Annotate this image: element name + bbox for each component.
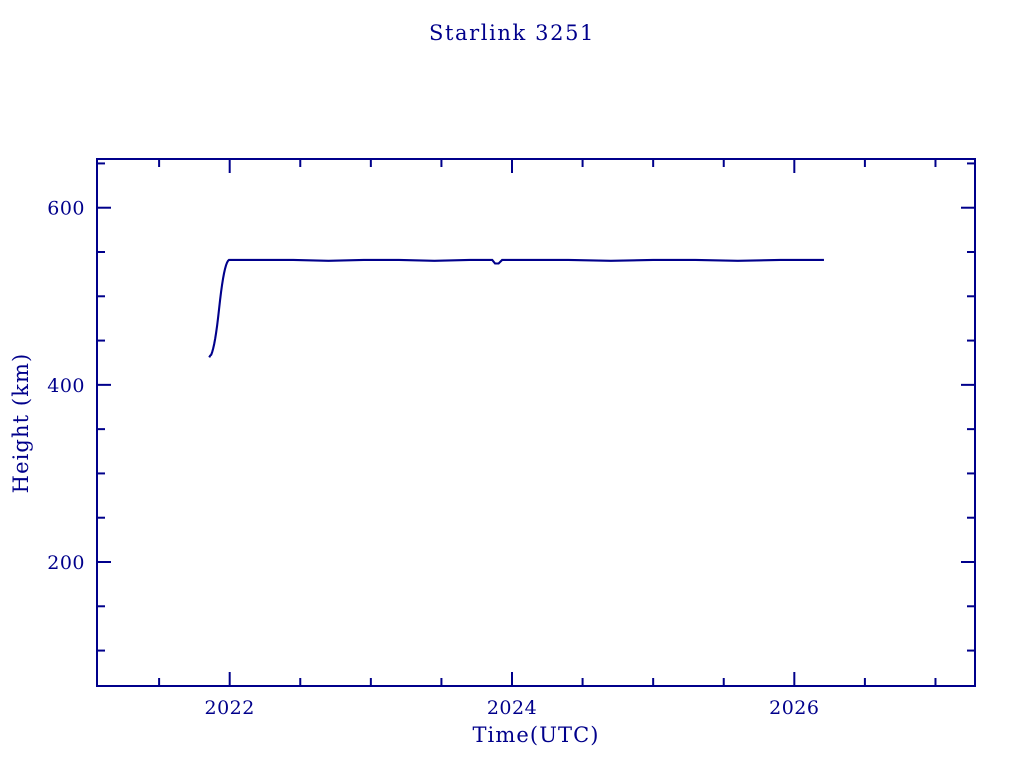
x-tick-label: 2022 [205, 697, 255, 719]
plot-frame [96, 158, 976, 687]
x-axis-tick-labels: 2022 2024 2026 [205, 697, 819, 719]
y-axis-ticks [97, 162, 975, 652]
chart-title: Starlink 3251 [429, 21, 595, 45]
y-tick-label: 600 [47, 198, 85, 220]
y-axis-label: Height (km) [9, 353, 33, 494]
x-tick-label: 2024 [487, 697, 537, 719]
y-tick-label: 400 [47, 375, 85, 397]
y-axis-tick-labels: 200 400 600 [47, 198, 85, 574]
x-tick-label: 2026 [769, 697, 819, 719]
series-line-0 [208, 258, 824, 358]
data-series-group [208, 258, 824, 358]
y-tick-label: 200 [47, 552, 85, 574]
x-axis-label: Time(UTC) [472, 723, 599, 747]
x-axis-ticks [158, 159, 937, 686]
